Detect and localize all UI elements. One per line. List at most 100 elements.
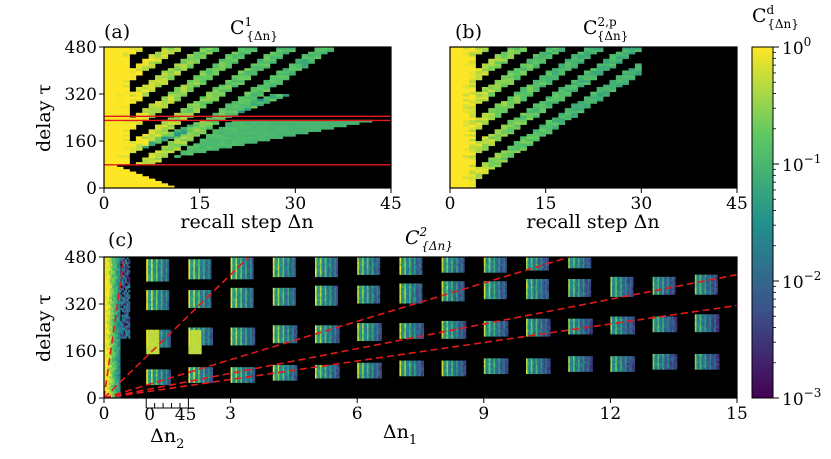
heatA-cell [129,98,137,102]
panel-c-cell [157,373,160,377]
heatB-cell [475,49,483,53]
panel-c-cell [204,373,207,377]
panel-c-cell [154,292,157,295]
heatB-cell [552,70,559,74]
heatA-cell [237,70,245,74]
panel-b-label: (b) [455,21,482,43]
heatB-cell [513,145,521,149]
panel-c-cell [108,314,111,317]
heatB-cell [456,143,464,147]
panel-c-cell [289,336,291,339]
panel-c-cell [235,268,238,271]
panel-c-cell [235,290,238,293]
heatB-cell [450,65,457,69]
panel-c-cell [120,336,123,339]
heatA-cell [231,79,239,83]
panel-c-cell [246,290,249,293]
panel-c-cell [126,272,129,275]
heatA-cell [244,136,252,139]
heatA-cell [104,65,111,69]
panel-c-cell [194,340,197,344]
panel-c-cell [243,296,246,300]
panel-c-cell [327,265,330,269]
heatA-cell [116,108,124,111]
panel-c-cell [188,294,191,297]
panel-c-cell [251,296,254,300]
panel-c-cell [201,265,204,269]
heatB-cell [450,126,457,130]
panel-c-cell [331,303,334,306]
heatA-cell [231,75,239,78]
panel-c-cell [108,318,111,322]
panel-c-cell [118,301,121,304]
panel-c-cell [112,294,115,297]
panel-c-cell [126,270,129,273]
panel-c-cell [146,307,149,311]
heatA-cell [301,63,309,67]
heatA-cell [135,117,143,121]
heatA-cell [123,101,130,104]
panel-c-cell [199,305,202,308]
panel-c-cell [125,268,128,271]
panel-c-cell [116,318,119,322]
panel-c-cell [198,298,201,302]
panel-c-cell [282,257,285,260]
heatB-cell [488,61,495,64]
panel-c-cell [248,334,251,337]
panel-c-cell [147,347,150,350]
panel-c-cell [316,259,319,262]
panel-c-cell [321,265,324,269]
heatB-cell [583,54,591,57]
panel-c-cell [128,276,131,280]
panel-c-cell [230,342,233,346]
heatB-cell [615,54,623,57]
heatA-cell [314,119,322,123]
heatB-cell [456,84,464,88]
panel-c-cell [284,338,287,342]
panel-c-cell [248,257,251,260]
heatA-cell [308,126,315,130]
panel-c-cell [277,274,280,278]
panel-c-cell [151,279,153,282]
panel-c-cell [104,270,106,273]
panel-c-cell [190,345,192,348]
heatA-cell [104,79,111,83]
panel-c-cell [116,259,119,262]
heatB-cell [450,173,457,177]
panel-c-cell [164,345,166,348]
panel-c-cell [241,331,244,335]
panel-c-cell [191,265,194,269]
panel-c-cell [107,270,110,273]
panel-c-cell [196,336,199,339]
panel-c-cell [115,329,118,333]
panel-c-cell [160,303,163,306]
panel-c-cell [206,268,209,271]
panel-c-cell [319,301,322,304]
panel-c-cell [198,380,201,383]
panel-c-cell [280,257,283,260]
panel-c-cell [194,369,197,372]
panel-c-cell [104,314,106,317]
heatA-cell [269,122,277,125]
panel-c-cell [121,301,124,304]
heatA-cell [218,89,226,92]
heatA-cell [116,180,124,184]
panel-c-cell [199,272,202,275]
heatA-cell [269,75,277,78]
panel-c-cell [196,303,199,306]
panel-c-cell [155,369,158,372]
panel-c-cell [316,285,319,289]
panel-c-cell [245,367,248,370]
panel-c-cell [230,375,233,379]
panel-c-cell [165,375,168,379]
panel-c-cell [125,303,128,306]
heatA-cell [276,54,283,57]
panel-c-cell [157,349,160,353]
heatB-cell [596,91,604,95]
heatB-cell [462,79,470,83]
heatB-cell [469,101,476,104]
panel-c-cell [108,371,111,375]
panel-b-xtick-label: 30 [631,194,653,214]
panel-c-cell [274,298,277,302]
panel-c-cell [245,380,248,383]
